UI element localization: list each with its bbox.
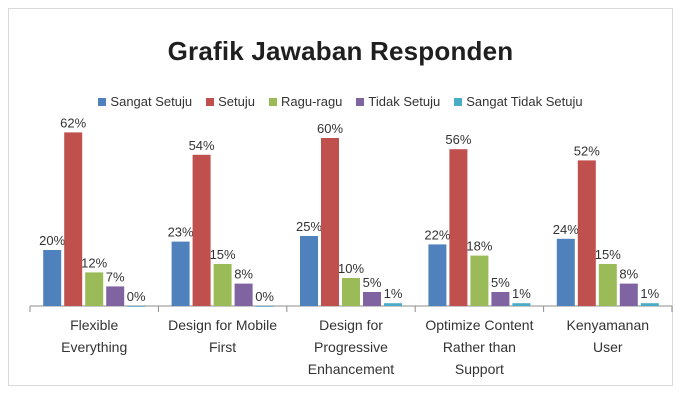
data-label: 56% [445,132,471,147]
data-label: 54% [189,138,215,153]
data-label: 1% [384,286,403,301]
legend-swatch [268,97,277,106]
x-tick-label: Optimize Content [425,317,533,333]
legend-label: Sangat Tidak Setuju [466,94,583,109]
data-label: 60% [317,121,343,136]
data-label: 7% [106,269,125,284]
bar [428,244,447,306]
legend-swatch [356,97,365,106]
legend-label: Ragu-ragu [280,94,343,109]
x-tick-label: Design for [319,317,383,333]
bar [106,286,125,306]
legend-item: Tidak Setuju [356,94,440,109]
data-label: 23% [168,225,194,240]
data-label: 18% [466,239,492,254]
data-label: 0% [255,289,274,304]
legend-swatch [98,97,107,106]
data-label: 5% [491,275,510,290]
data-label: 62% [60,115,86,130]
legend-item: Sangat Tidak Setuju [454,94,583,109]
bar [491,292,510,306]
bar [234,283,253,306]
data-label: 8% [619,267,638,282]
x-tick-label: Support [455,361,504,377]
x-tick-label: Flexible [70,317,118,333]
legend-item: Setuju [206,94,255,109]
bar [619,283,638,306]
bar [556,238,575,306]
bar [300,236,318,306]
bar [598,264,617,306]
data-label: 10% [338,261,364,276]
x-tick-label: Everything [61,339,127,355]
data-label: 0% [127,289,146,304]
x-tick-label: First [209,339,236,355]
data-label: 1% [640,286,659,301]
data-label: 15% [595,247,621,262]
legend-label: Setuju [218,94,255,109]
bar [85,272,104,306]
legend-swatch [454,97,463,106]
bar [321,138,339,306]
bar [43,250,62,306]
data-label: 8% [234,267,253,282]
bar [255,306,274,307]
data-label: 5% [363,275,382,290]
data-label: 22% [424,227,450,242]
data-label: 25% [296,219,322,234]
legend-swatch [206,97,215,106]
bar [171,241,190,306]
bar [640,303,659,306]
bar [342,278,360,306]
legend-label: Sangat Setuju [110,94,193,109]
x-tick-label: Progressive [314,339,388,355]
bar [470,255,489,306]
legend: Sangat Setuju Setuju Ragu-ragu Tidak Setuju… [0,94,681,109]
bar [512,303,531,306]
legend-item: Ragu-ragu [268,94,343,109]
bar [213,264,232,306]
legend-item: Sangat Setuju [98,94,192,109]
data-label: 15% [210,247,236,262]
legend-label: Tidak Setuju [368,94,441,109]
x-tick-label: Rather than [443,339,516,355]
data-label: 1% [512,286,531,301]
bar [127,306,146,307]
x-tick-label: Enhancement [308,361,395,377]
x-tick-label: Kenyamanan [567,317,650,333]
x-tick-label: Design for Mobile [168,317,277,333]
data-label: 20% [39,233,65,248]
data-label: 12% [81,255,107,270]
bar [449,149,468,306]
x-tick-label: User [593,339,623,355]
bar [577,160,596,306]
bar [384,303,402,306]
data-label: 52% [574,143,600,158]
bar [192,154,211,306]
chart-frame [8,8,673,386]
bar [64,132,83,306]
data-label: 24% [553,222,579,237]
chart-title: Grafik Jawaban Responden [167,36,514,66]
bar [363,292,381,306]
